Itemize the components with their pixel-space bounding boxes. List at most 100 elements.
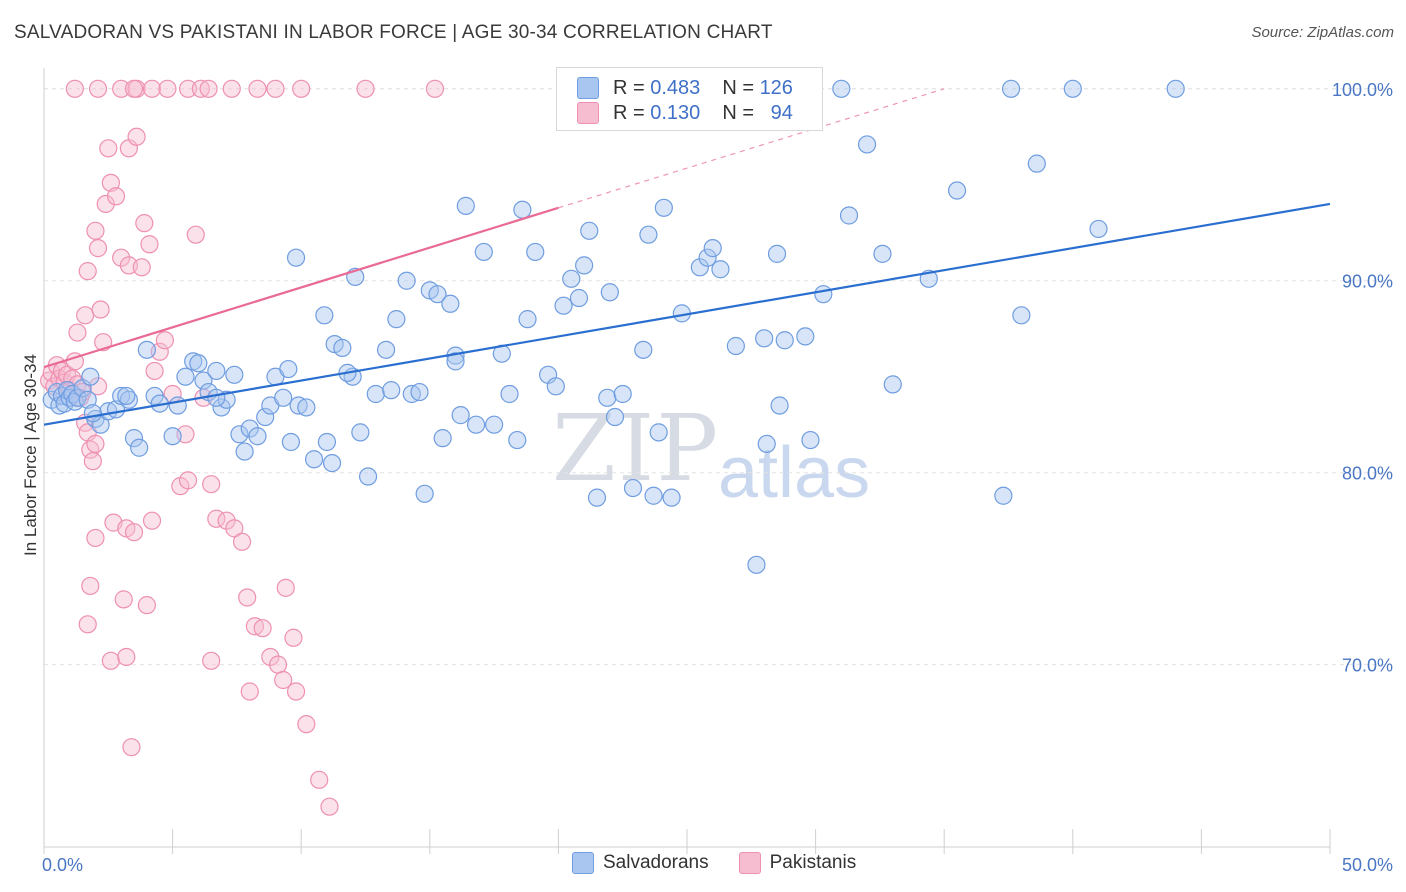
pakistani-point — [112, 79, 131, 98]
salvadoran-point — [351, 423, 370, 442]
salvadoran-point — [428, 285, 447, 304]
pakistani-point — [261, 647, 280, 667]
pakistani-point — [132, 258, 151, 277]
salvadoran-point — [1063, 79, 1082, 98]
pakistani-point — [142, 511, 162, 530]
pakistani-point — [135, 214, 154, 233]
pakistani-point — [292, 79, 311, 98]
axes — [43, 68, 1331, 854]
salvadoran-point — [474, 242, 493, 262]
pakistani-point — [88, 79, 108, 98]
legend-item-salvadorans[interactable]: Salvadorans — [572, 852, 709, 874]
legend-item-pakistanis[interactable]: Pakistanis — [738, 852, 857, 874]
salvadoran-point — [546, 377, 565, 396]
pakistani-point — [81, 440, 100, 459]
y-tick-label: 80.0% — [1342, 464, 1393, 484]
pakistani-point — [202, 475, 221, 494]
pakistani-point — [320, 797, 339, 816]
salvadoran-point — [387, 310, 406, 329]
salvadoran-point — [1012, 306, 1031, 325]
salvadoran-point — [189, 354, 208, 373]
pakistani-point — [112, 248, 131, 267]
salvadoran-point — [639, 225, 658, 244]
salvadoran-point — [366, 384, 385, 404]
legend-label-pakistanis: Pakistanis — [769, 852, 857, 873]
salvadoran-point — [832, 79, 851, 98]
pakistani-point — [222, 79, 241, 98]
salvadoran-point — [747, 555, 766, 574]
pakistani-point — [356, 79, 375, 98]
salvadoran-point — [770, 396, 789, 415]
pakistani-point — [186, 225, 205, 244]
legend-r-value: 0.483 — [650, 76, 701, 99]
pakistani-point — [88, 239, 108, 258]
salvadoran-point — [518, 310, 537, 329]
legend-n-value: 94 — [770, 101, 793, 124]
pakistani-point — [297, 715, 316, 734]
salvadoran-point — [873, 244, 892, 263]
salvadoran-point — [163, 427, 182, 446]
legend-row-salvadorans: R = 0.483 N = 126 — [577, 77, 793, 99]
salvadoran-point — [124, 429, 144, 448]
pakistani-point — [124, 523, 144, 542]
pakistani-point — [101, 173, 120, 192]
pakistani-point — [274, 670, 293, 690]
salvadoran-point — [649, 423, 668, 442]
legend-r-value: 0.130 — [650, 101, 701, 124]
salvadoran-swatch — [577, 77, 599, 99]
salvadoran-point — [322, 453, 342, 473]
pakistani-trend-extension — [558, 88, 945, 209]
pakistani-point — [232, 532, 252, 551]
salvadoran-point — [698, 248, 717, 267]
pakistani-point — [86, 434, 105, 454]
pakistani-point — [191, 79, 210, 98]
y-tick-label: 70.0% — [1342, 656, 1393, 676]
salvadoran-point — [767, 244, 787, 263]
salvadoran-point — [376, 340, 396, 359]
salvadoran-point — [598, 388, 617, 407]
salvadoran-point — [130, 438, 149, 457]
pakistani-point — [240, 682, 259, 701]
salvadoran-point — [83, 404, 102, 423]
pakistani-point — [268, 655, 288, 674]
pakistani-point — [158, 79, 177, 98]
pakistani-point — [310, 770, 329, 789]
legend-n-label: N = — [722, 76, 754, 99]
pakistani-point — [248, 79, 267, 98]
salvadoran-point — [654, 198, 673, 217]
salvadoran-point — [410, 382, 429, 402]
pakistani-point — [114, 590, 133, 609]
pakistani-point — [217, 511, 236, 530]
salvadoran-point — [575, 256, 594, 275]
salvadoran-point — [207, 388, 226, 407]
pakistani-point — [425, 79, 445, 98]
x-tick-label: 0.0% — [42, 855, 83, 875]
salvadoran-point — [883, 375, 902, 394]
salvadoran-point — [757, 434, 776, 454]
pakistani-point — [91, 300, 110, 319]
pakistani-swatch — [738, 852, 761, 874]
salvadoran-point — [1027, 154, 1046, 173]
pakistani-point — [238, 588, 257, 607]
salvadoran-point — [274, 388, 293, 407]
pakistani-point — [88, 377, 108, 396]
pakistani-point — [284, 628, 303, 647]
salvadoran-point — [814, 285, 833, 304]
pakistani-point — [99, 139, 118, 158]
pakistani-point — [140, 235, 159, 254]
trend-lines — [43, 88, 1331, 426]
salvadoran-point — [317, 432, 337, 452]
salvadoran-point — [297, 398, 316, 417]
salvadoran-point — [230, 425, 249, 444]
salvadoran-point — [286, 248, 306, 267]
salvadoran-point — [240, 419, 259, 438]
salvadoran-point — [441, 294, 460, 313]
salvadoran-point — [644, 486, 663, 505]
salvadoran-point — [1166, 79, 1185, 98]
pakistani-point — [202, 651, 221, 670]
salvadoran-point — [500, 384, 519, 404]
salvadoran-point — [397, 271, 416, 290]
legend-r-label: R = — [613, 76, 645, 99]
salvadoran-point — [662, 488, 681, 507]
pakistani-point — [117, 647, 136, 667]
